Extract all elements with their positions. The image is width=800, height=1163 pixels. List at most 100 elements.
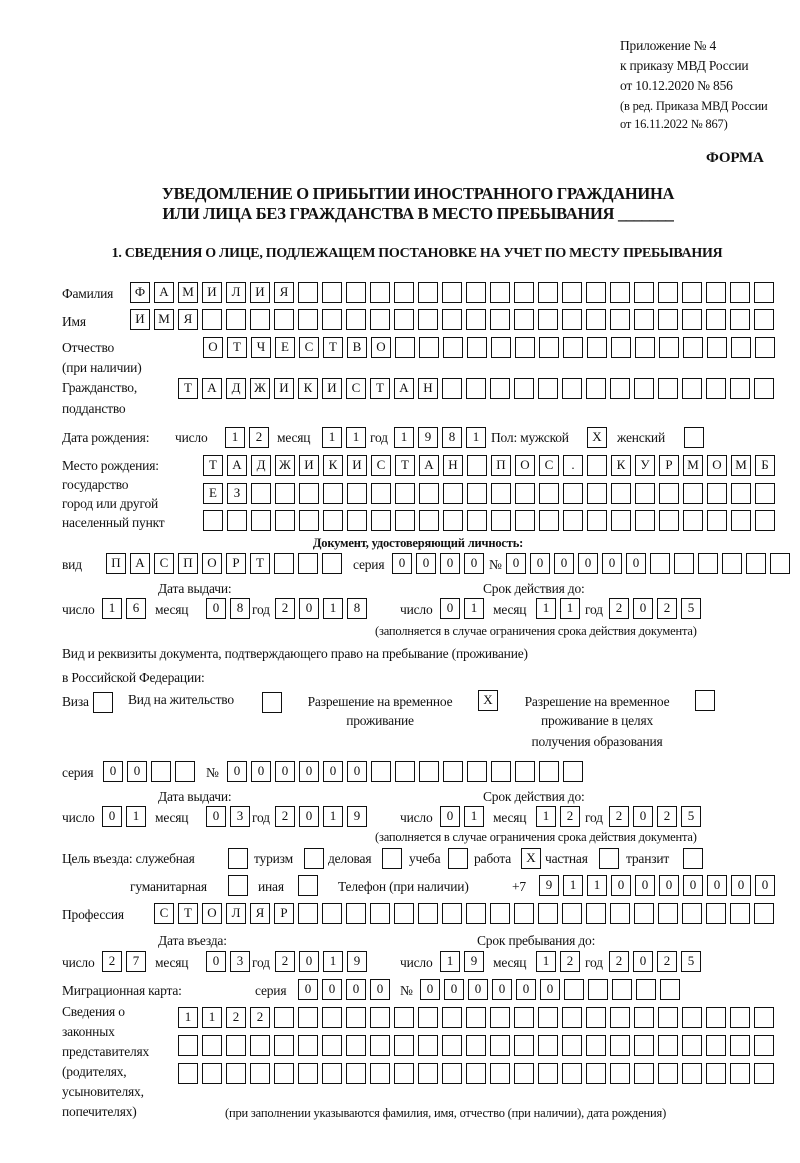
char-cell[interactable] bbox=[770, 553, 790, 574]
char-cell[interactable] bbox=[394, 903, 414, 924]
char-cell[interactable] bbox=[442, 1007, 462, 1028]
char-cell[interactable]: М bbox=[178, 282, 198, 303]
char-cell[interactable] bbox=[515, 761, 535, 782]
char-cell[interactable] bbox=[370, 309, 390, 330]
char-cell[interactable]: В bbox=[347, 337, 367, 358]
char-cell[interactable]: И bbox=[202, 282, 222, 303]
char-cell[interactable] bbox=[323, 510, 343, 531]
char-cell[interactable]: 0 bbox=[506, 553, 526, 574]
char-cell[interactable] bbox=[634, 378, 654, 399]
checkbox-cell[interactable]: X bbox=[587, 427, 607, 448]
char-cell[interactable]: 0 bbox=[440, 598, 460, 619]
char-cell[interactable] bbox=[539, 483, 559, 504]
char-cell[interactable]: 5 bbox=[681, 951, 701, 972]
char-cell[interactable] bbox=[515, 510, 535, 531]
char-cell[interactable] bbox=[563, 337, 583, 358]
char-cell[interactable] bbox=[683, 337, 703, 358]
char-cell[interactable] bbox=[490, 903, 510, 924]
char-cell[interactable] bbox=[514, 1063, 534, 1084]
char-cell[interactable] bbox=[706, 903, 726, 924]
char-cell[interactable] bbox=[707, 337, 727, 358]
char-cell[interactable]: 0 bbox=[275, 761, 295, 782]
char-cell[interactable] bbox=[226, 1063, 246, 1084]
purpose-business-checkbox[interactable] bbox=[382, 848, 402, 869]
char-cell[interactable] bbox=[634, 309, 654, 330]
char-cell[interactable]: 0 bbox=[299, 598, 319, 619]
char-cell[interactable] bbox=[564, 979, 584, 1000]
char-cell[interactable] bbox=[250, 1063, 270, 1084]
char-cell[interactable]: 0 bbox=[346, 979, 366, 1000]
char-cell[interactable]: А bbox=[394, 378, 414, 399]
char-cell[interactable] bbox=[754, 378, 774, 399]
char-cell[interactable]: Е bbox=[203, 483, 223, 504]
char-cell[interactable]: 9 bbox=[539, 875, 559, 896]
char-cell[interactable]: О bbox=[202, 903, 222, 924]
char-cell[interactable]: К bbox=[611, 455, 631, 476]
checkbox-cell[interactable] bbox=[684, 427, 704, 448]
char-cell[interactable]: Т bbox=[178, 378, 198, 399]
char-cell[interactable] bbox=[467, 337, 487, 358]
char-cell[interactable]: Т bbox=[395, 455, 415, 476]
char-cell[interactable]: 0 bbox=[299, 806, 319, 827]
char-cell[interactable]: Т bbox=[250, 553, 270, 574]
char-cell[interactable]: 5 bbox=[681, 598, 701, 619]
char-cell[interactable] bbox=[514, 1035, 534, 1056]
checkbox-cell[interactable] bbox=[683, 848, 703, 869]
char-cell[interactable]: И bbox=[130, 309, 150, 330]
char-cell[interactable]: 0 bbox=[554, 553, 574, 574]
purpose-work-checkbox[interactable]: X bbox=[521, 848, 541, 869]
char-cell[interactable] bbox=[658, 1007, 678, 1028]
char-cell[interactable] bbox=[674, 553, 694, 574]
purpose-humanitarian-checkbox[interactable] bbox=[228, 875, 248, 896]
char-cell[interactable] bbox=[538, 282, 558, 303]
char-cell[interactable]: П bbox=[491, 455, 511, 476]
char-cell[interactable] bbox=[467, 483, 487, 504]
char-cell[interactable]: 1 bbox=[536, 951, 556, 972]
char-cell[interactable] bbox=[610, 309, 630, 330]
char-cell[interactable] bbox=[467, 761, 487, 782]
char-cell[interactable]: 1 bbox=[225, 427, 245, 448]
char-cell[interactable]: 2 bbox=[560, 951, 580, 972]
checkbox-cell[interactable]: X bbox=[521, 848, 541, 869]
char-cell[interactable] bbox=[443, 761, 463, 782]
char-cell[interactable] bbox=[586, 1007, 606, 1028]
char-cell[interactable] bbox=[634, 1007, 654, 1028]
char-cell[interactable] bbox=[563, 483, 583, 504]
char-cell[interactable]: 0 bbox=[440, 806, 460, 827]
char-cell[interactable] bbox=[634, 1063, 654, 1084]
char-cell[interactable] bbox=[299, 510, 319, 531]
char-cell[interactable] bbox=[754, 1035, 774, 1056]
char-cell[interactable]: 1 bbox=[346, 427, 366, 448]
char-cell[interactable] bbox=[730, 378, 750, 399]
char-cell[interactable] bbox=[515, 337, 535, 358]
char-cell[interactable]: О bbox=[202, 553, 222, 574]
char-cell[interactable] bbox=[491, 761, 511, 782]
char-cell[interactable]: 0 bbox=[659, 875, 679, 896]
purpose-tourism-checkbox[interactable] bbox=[304, 848, 324, 869]
char-cell[interactable] bbox=[587, 483, 607, 504]
char-cell[interactable] bbox=[722, 553, 742, 574]
char-cell[interactable] bbox=[610, 1007, 630, 1028]
char-cell[interactable]: 0 bbox=[633, 951, 653, 972]
char-cell[interactable]: У bbox=[635, 455, 655, 476]
char-cell[interactable] bbox=[299, 483, 319, 504]
char-cell[interactable] bbox=[202, 1063, 222, 1084]
char-cell[interactable] bbox=[490, 1007, 510, 1028]
char-cell[interactable]: 2 bbox=[657, 598, 677, 619]
char-cell[interactable] bbox=[514, 903, 534, 924]
char-cell[interactable] bbox=[466, 282, 486, 303]
char-cell[interactable] bbox=[586, 1063, 606, 1084]
char-cell[interactable]: 1 bbox=[440, 951, 460, 972]
char-cell[interactable] bbox=[491, 337, 511, 358]
char-cell[interactable] bbox=[538, 903, 558, 924]
char-cell[interactable] bbox=[419, 510, 439, 531]
char-cell[interactable] bbox=[730, 1007, 750, 1028]
